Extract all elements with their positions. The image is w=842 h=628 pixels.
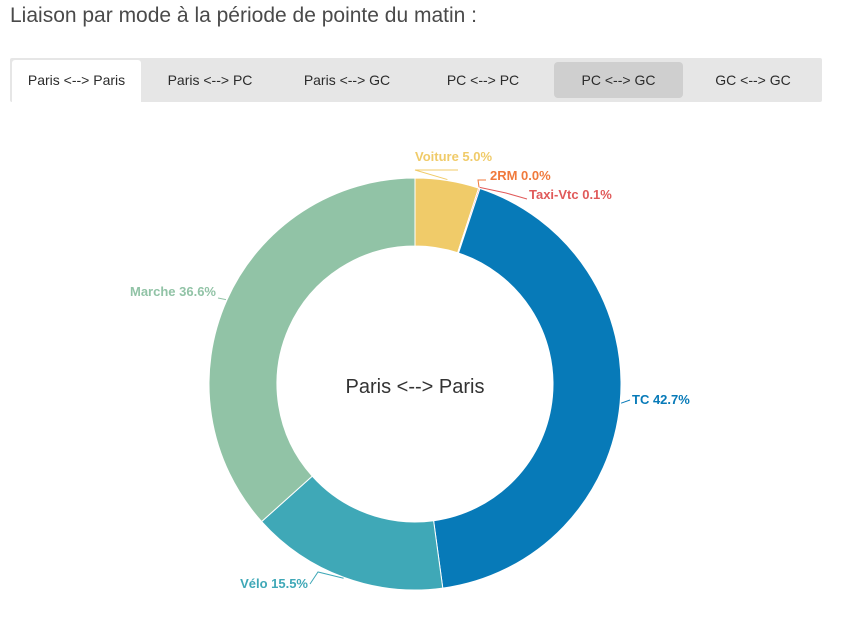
slice-group [208,177,622,591]
callout-line-2rm [477,179,486,188]
label-group: Voiture 5.0% 2RM 0.0% Taxi-Vtc 0.1% TC 42.7… [130,149,690,591]
tab-paris-gc[interactable]: Paris <--> GC [303,72,391,88]
slice-label-velo: Vélo 15.5% [240,576,308,591]
tab-bar: Paris <--> Paris Paris <--> PC Paris <--… [10,58,822,102]
slice-label-marche: Marche 36.6% [130,284,216,299]
page-heading: Liaison par mode à la période de pointe … [10,4,477,27]
donut-center-label: Paris <--> Paris [346,376,485,398]
tab-pc-pc[interactable]: PC <--> PC [446,72,520,88]
slice-label-tc: TC 42.7% [632,392,690,407]
tab-paris-pc[interactable]: Paris <--> PC [167,72,253,88]
callout-line-tc [620,399,631,404]
callout-line-marche [217,297,227,301]
tab-pc-gc[interactable]: PC <--> GC [554,62,683,98]
callout-line-taxi-vtc [479,186,528,200]
tab-paris-paris[interactable]: Paris <--> Paris [12,60,141,102]
tab-gc-gc[interactable]: GC <--> GC [715,72,791,88]
slice-label-voiture: Voiture 5.0% [415,149,493,164]
callout-line-voiture [414,169,458,181]
slice-label-2rm: 2RM 0.0% [490,168,551,183]
slice-tc[interactable] [433,187,622,589]
slice-marche[interactable] [208,177,416,523]
callout-line-velo [309,571,344,585]
slice-label-taxi-vtc: Taxi-Vtc 0.1% [529,187,612,202]
